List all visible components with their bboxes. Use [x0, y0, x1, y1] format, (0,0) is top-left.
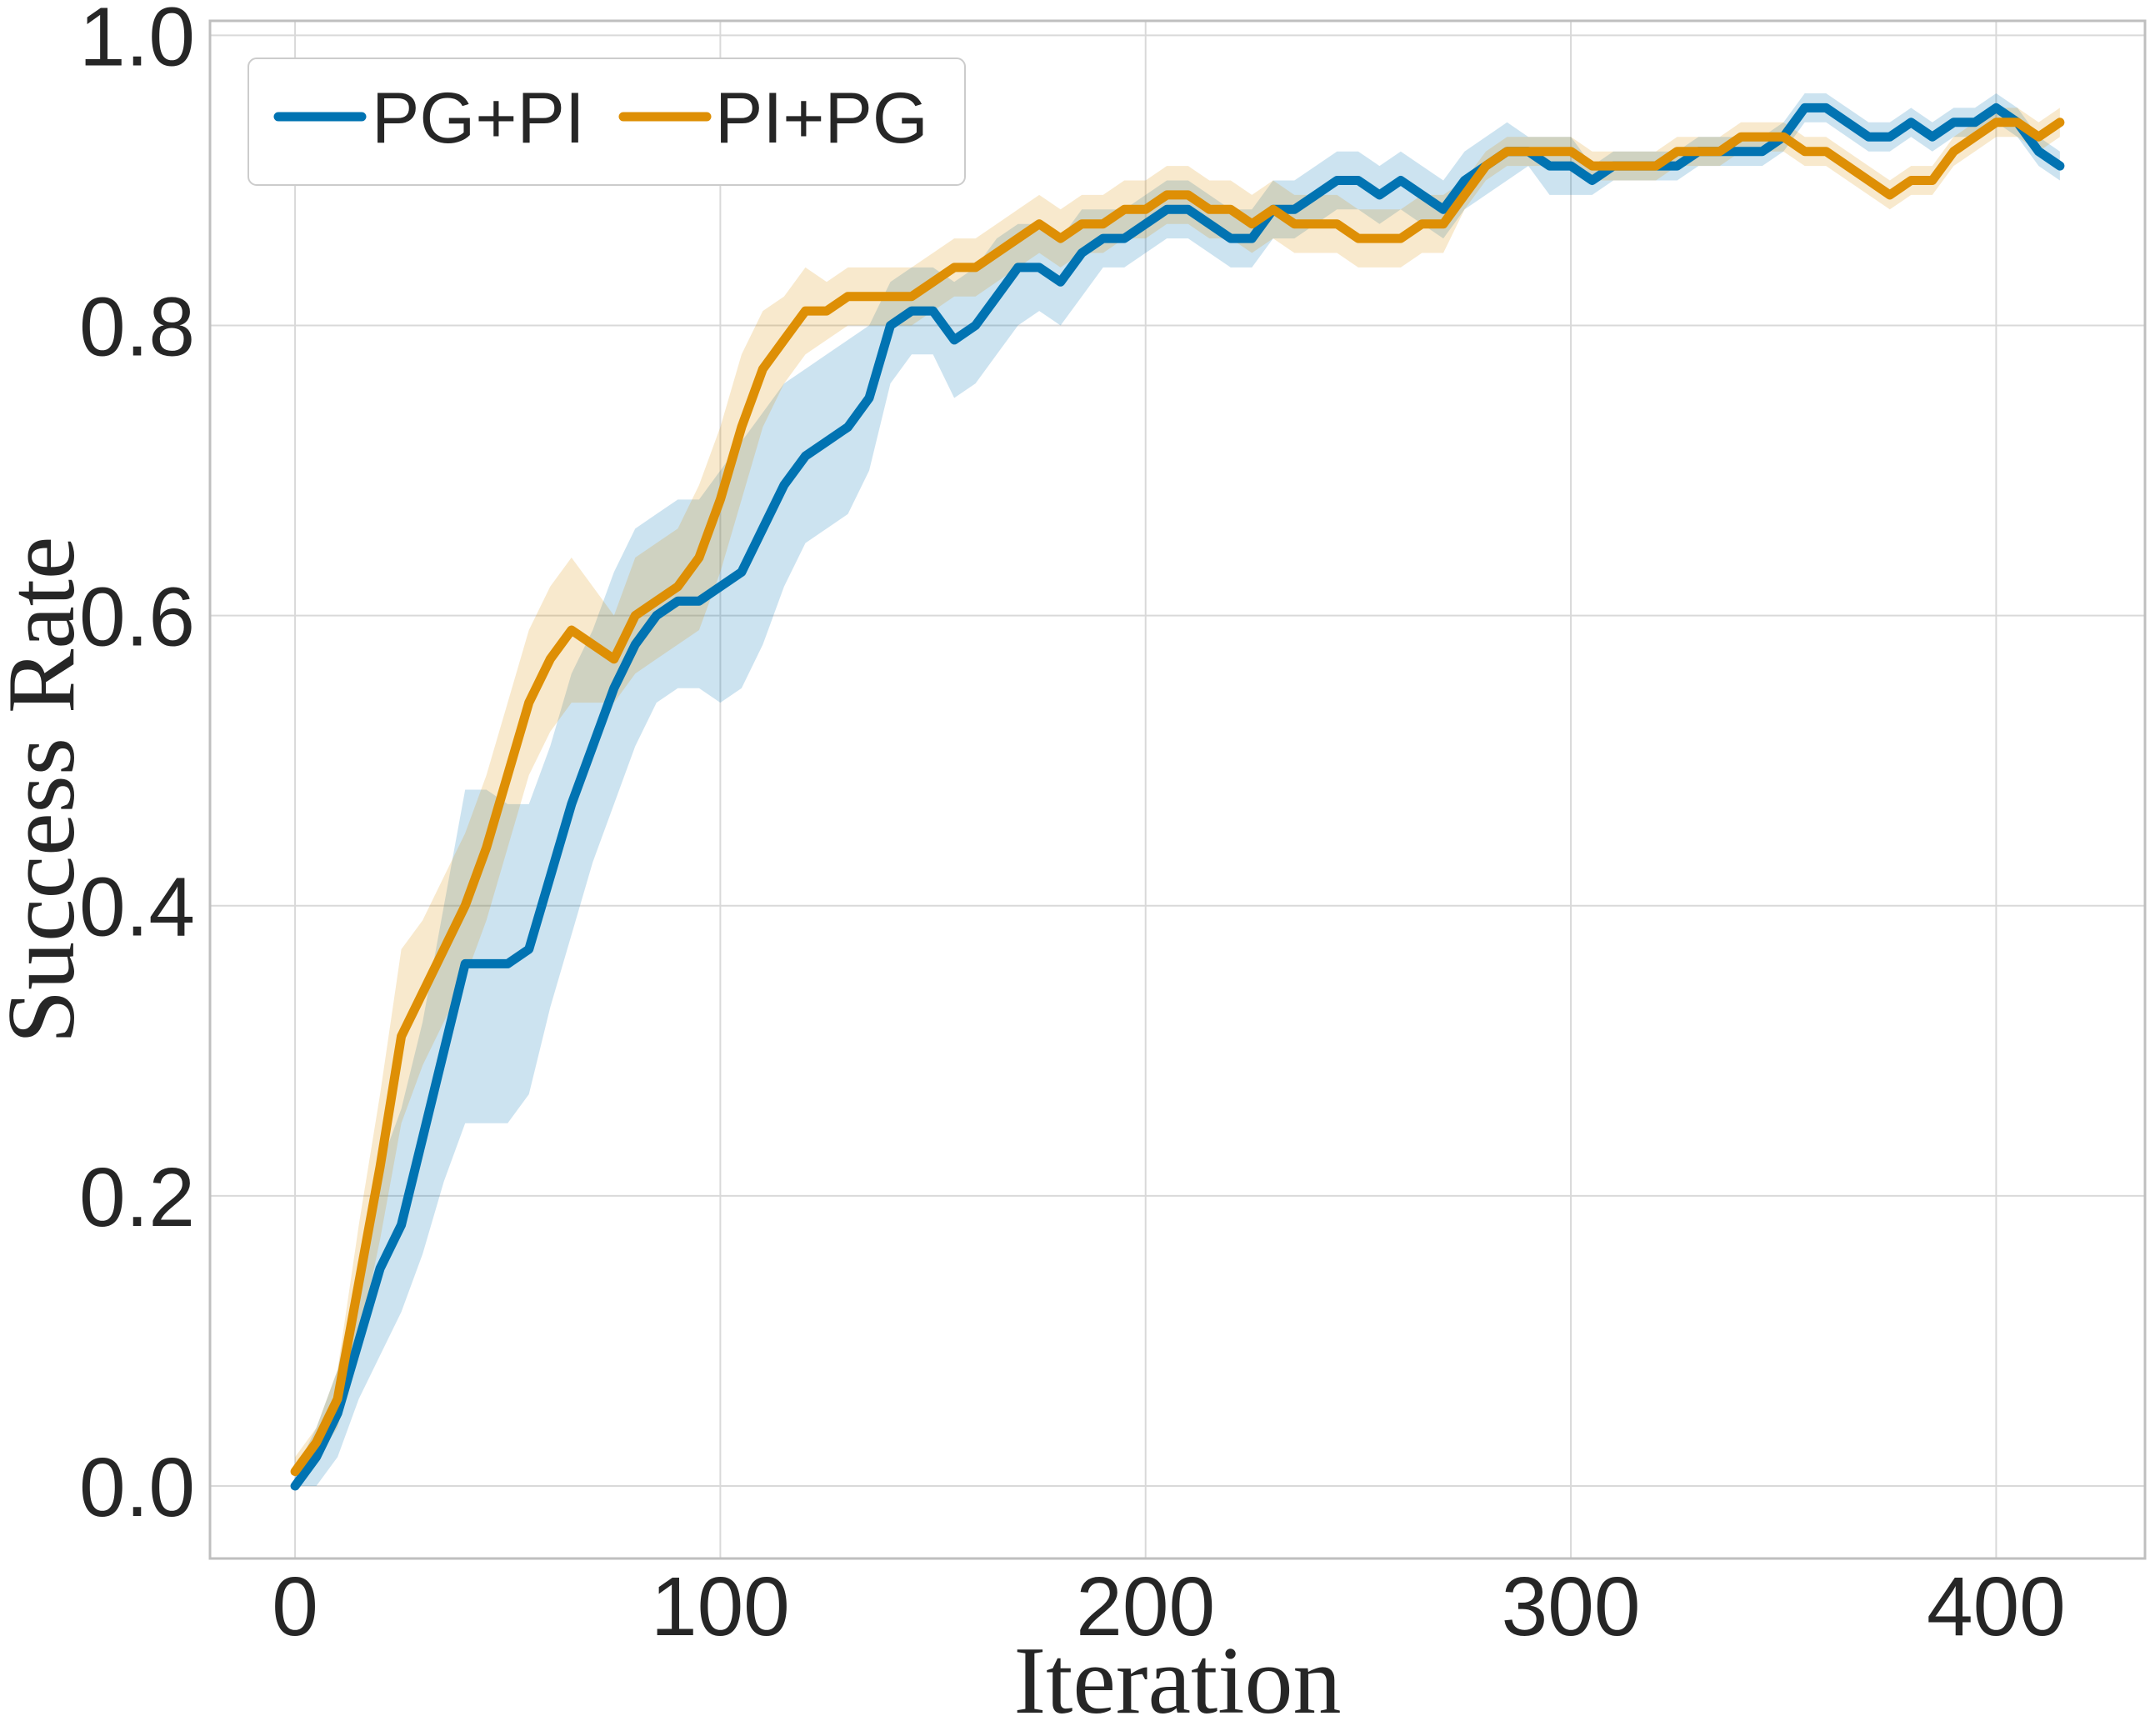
series-line-pi-pg — [290, 118, 2065, 1477]
x-tick-label: 400 — [1927, 1560, 2066, 1653]
x-tick-label: 100 — [651, 1560, 790, 1653]
y-tick-labels: 0.0 0.2 0.4 0.6 0.8 1.0 — [79, 0, 195, 1534]
legend-label-pg-pi: PG+PI — [372, 78, 585, 158]
y-tick-label: 0.0 — [79, 1441, 195, 1534]
legend-box — [248, 58, 966, 186]
grid — [210, 21, 2145, 1558]
x-axis-title: Iteration — [1014, 1628, 1342, 1734]
legend: PG+PI PI+PG — [248, 58, 966, 186]
legend-label-pi-pg: PI+PG — [715, 78, 928, 158]
y-tick-label: 0.8 — [79, 281, 195, 374]
plot-frame — [208, 19, 2147, 1560]
confidence-bands — [295, 93, 2060, 1486]
confidence-band-pg-pi — [295, 93, 2060, 1486]
y-tick-label: 1.0 — [79, 0, 195, 83]
x-tick-label: 0 — [272, 1560, 318, 1653]
y-tick-label: 0.2 — [79, 1151, 195, 1244]
y-axis-title: Success Rate — [0, 537, 95, 1044]
series-line-pg-pi — [290, 103, 2065, 1491]
x-tick-label: 300 — [1502, 1560, 1641, 1653]
y-tick-label: 0.6 — [79, 571, 195, 664]
y-tick-label: 0.4 — [79, 861, 195, 954]
x-tick-label: 200 — [1076, 1560, 1215, 1653]
series-lines — [290, 103, 2065, 1491]
x-tick-labels: 0 100 200 300 400 — [272, 1560, 2066, 1653]
